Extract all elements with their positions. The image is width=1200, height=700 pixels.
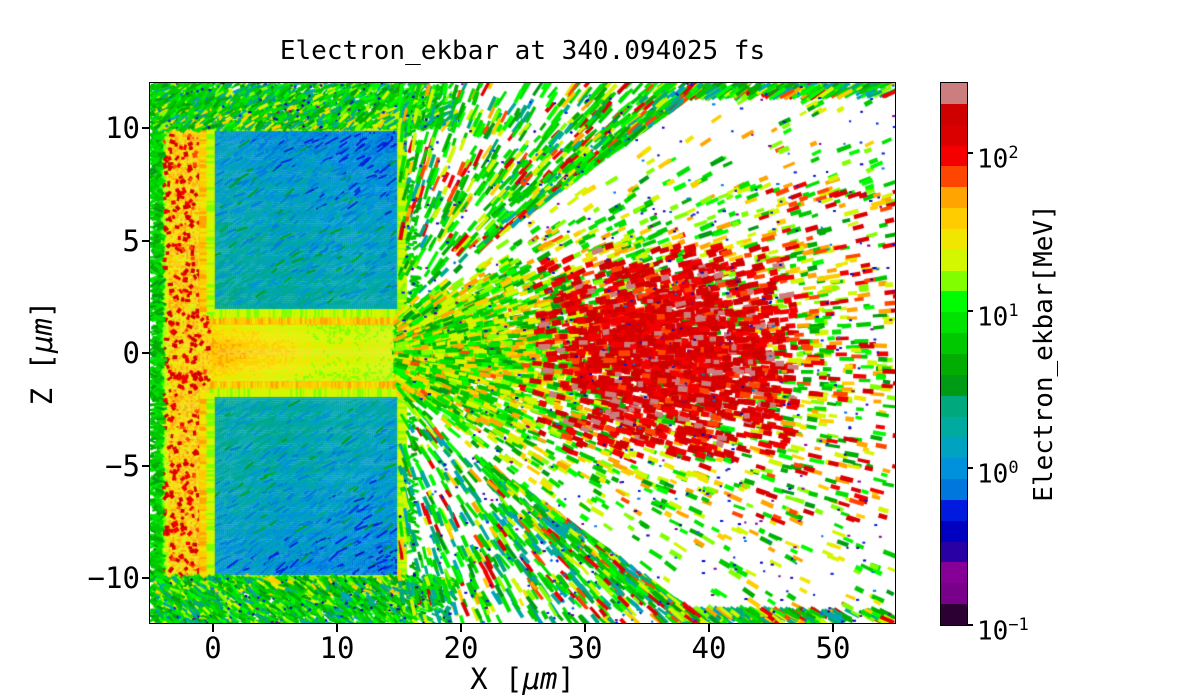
x-tick-mark <box>335 624 338 632</box>
colorbar-band <box>941 103 967 125</box>
y-tick-mark <box>142 352 150 354</box>
x-tick-mark <box>459 624 462 632</box>
colorbar-band <box>941 520 967 542</box>
colorbar-band <box>941 541 967 563</box>
colorbar-tick-label: 100 <box>977 457 1019 490</box>
colorbar-band <box>941 374 967 396</box>
x-axis-label-mu: μm <box>522 662 558 696</box>
colorbar-band <box>941 124 967 146</box>
x-tick-mark <box>583 624 586 632</box>
x-tick-label: 10 <box>319 631 355 665</box>
colorbar-band <box>941 604 967 625</box>
x-axis-label: X [μm] <box>150 662 895 696</box>
colorbar-band <box>941 145 967 167</box>
colorbar-band <box>941 291 967 313</box>
colorbar-band <box>941 333 967 354</box>
x-axis-label-pre: X [ <box>470 662 523 696</box>
y-tick-mark <box>142 464 150 467</box>
colorbar-band <box>941 228 967 250</box>
colorbar-tick-mark <box>968 466 973 469</box>
heatmap-canvas <box>150 83 895 623</box>
y-axis-label-post: ] <box>25 300 59 319</box>
colorbar-tick-label: 10−1 <box>977 615 1029 647</box>
colorbar <box>941 83 967 625</box>
colorbar-band <box>941 270 967 292</box>
colorbar-band <box>941 437 967 459</box>
colorbar-tick-mark <box>968 152 973 155</box>
colorbar-band <box>941 395 967 417</box>
colorbar-band <box>941 312 967 334</box>
colorbar-tick-mark <box>968 624 973 626</box>
colorbar-band <box>941 249 967 271</box>
x-tick-label: 50 <box>815 631 851 665</box>
y-tick-mark <box>142 127 150 129</box>
x-tick-label: 0 <box>204 631 222 665</box>
y-tick-label: 0 <box>122 336 140 370</box>
y-tick-label: −10 <box>87 561 140 595</box>
y-tick-label: 5 <box>122 223 140 258</box>
x-tick-mark <box>211 624 214 632</box>
y-tick-mark <box>142 239 150 242</box>
colorbar-band <box>941 166 967 188</box>
colorbar-band <box>941 187 967 209</box>
x-tick-label: 20 <box>443 631 479 665</box>
colorbar-tick-mark <box>968 309 973 312</box>
y-tick-mark <box>142 577 150 579</box>
x-tick-label: 30 <box>567 631 603 665</box>
x-tick-label: 40 <box>691 631 727 665</box>
colorbar-band <box>941 83 967 104</box>
colorbar-label-text: Electron_ekbar[MeV] <box>1029 204 1059 502</box>
x-axis-label-post: ] <box>557 662 575 696</box>
colorbar-tick-label: 102 <box>977 143 1019 175</box>
colorbar-tick-label: 101 <box>977 300 1019 333</box>
x-tick-mark <box>707 624 710 632</box>
colorbar-band <box>941 353 967 375</box>
colorbar-band <box>941 458 967 480</box>
y-axis-label-mu: μm <box>25 318 59 353</box>
colorbar-band <box>941 208 967 229</box>
colorbar-band <box>941 479 967 500</box>
x-tick-mark <box>831 624 834 632</box>
y-tick-label: −5 <box>105 448 140 483</box>
colorbar-band <box>941 583 967 605</box>
y-axis-label-pre: Z [ <box>25 353 59 406</box>
colorbar-band <box>941 499 967 521</box>
colorbar-band <box>941 416 967 438</box>
y-tick-label: 10 <box>105 111 140 145</box>
figure-title: Electron_ekbar at 340.094025 fs <box>279 36 766 66</box>
colorbar-band <box>941 562 967 584</box>
